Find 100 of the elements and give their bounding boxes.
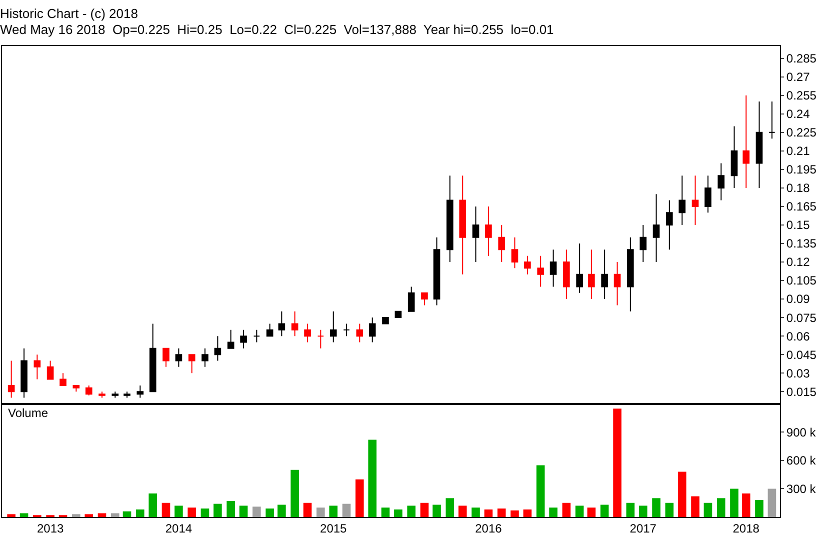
candlestick <box>730 126 738 188</box>
candlestick <box>756 101 763 188</box>
bar <box>239 506 248 517</box>
bar <box>290 470 299 517</box>
y-tick-label: 0.06 <box>786 329 810 344</box>
candlestick <box>175 348 182 368</box>
candlestick <box>98 391 106 398</box>
candlestick <box>601 249 608 300</box>
chart-title: Volume <box>8 406 48 420</box>
bar <box>420 502 429 517</box>
bar <box>174 506 183 517</box>
bar <box>394 509 402 517</box>
bar <box>730 488 738 517</box>
y-tick-label: 600 k <box>786 454 817 468</box>
candlestick <box>498 224 505 263</box>
bar <box>214 504 222 517</box>
candlestick <box>227 329 234 349</box>
candlestick <box>330 310 337 343</box>
bar <box>407 506 416 517</box>
bar <box>600 504 609 517</box>
bar <box>446 498 454 517</box>
bar <box>536 465 545 517</box>
x-tick-label: 2015 <box>320 521 348 536</box>
candlestick <box>459 175 466 275</box>
candlestick <box>446 175 454 263</box>
candlestick <box>768 101 776 140</box>
candlestick <box>382 317 389 324</box>
candlestick <box>408 286 415 312</box>
bar <box>562 502 571 517</box>
bar <box>84 514 94 517</box>
candlestick <box>678 175 686 226</box>
x-tick-label: 2014 <box>165 521 192 536</box>
bar <box>226 500 235 517</box>
bar <box>626 502 635 517</box>
y-tick-label: 0.225 <box>786 126 817 140</box>
y-tick-label: 0.03 <box>786 366 810 380</box>
y-tick-label: 0.195 <box>786 162 817 177</box>
bar <box>587 508 596 517</box>
bar <box>136 509 144 517</box>
candlestick <box>614 262 621 306</box>
candlestick <box>149 323 156 392</box>
candlestick <box>742 94 750 188</box>
bar <box>523 509 532 517</box>
candlestick <box>588 249 595 300</box>
bar <box>678 472 686 517</box>
candlestick <box>368 317 376 343</box>
candlestick <box>718 162 725 201</box>
candlestick <box>304 323 311 343</box>
bar <box>691 496 700 517</box>
bar <box>472 508 480 517</box>
bar <box>303 502 312 517</box>
candlestick <box>317 329 324 349</box>
bar <box>355 479 364 517</box>
candlestick <box>124 391 130 398</box>
candlestick <box>627 236 634 312</box>
chart-title: Historic Chart - (c) 2018 <box>0 6 138 21</box>
bar <box>613 408 622 517</box>
y-tick-label: 0.09 <box>786 292 810 306</box>
candlestick <box>60 372 66 386</box>
y-tick-label: 0.255 <box>786 88 817 103</box>
bar <box>188 508 196 517</box>
bar <box>162 502 170 517</box>
bar <box>72 514 80 517</box>
y-tick-label: 0.105 <box>786 274 817 288</box>
candlestick <box>112 391 119 398</box>
candlestick <box>278 310 286 337</box>
y-tick-label: 0.21 <box>786 144 810 158</box>
candlestick <box>576 243 583 294</box>
candlestick <box>162 348 170 368</box>
candlestick <box>692 175 699 226</box>
candlestick <box>433 236 440 306</box>
candlestick <box>34 354 41 380</box>
bar <box>7 514 16 517</box>
y-tick-label: 300 k <box>786 482 817 496</box>
bar <box>652 498 660 517</box>
bar <box>316 508 325 517</box>
bar <box>638 506 648 517</box>
candlestick <box>188 354 196 374</box>
candlestick <box>563 249 570 300</box>
bar <box>381 508 390 517</box>
bar <box>510 510 519 517</box>
x-tick-label: 2017 <box>630 521 657 536</box>
candlestick <box>511 236 518 269</box>
candlestick <box>20 348 28 398</box>
y-tick-label: 0.135 <box>786 236 817 251</box>
candlestick <box>202 348 208 368</box>
bar <box>768 488 776 517</box>
candlestick <box>704 175 712 214</box>
chart-subtitle: Wed May 16 2018 Op=0.225 Hi=0.25 Lo=0.22 Cl=0.225 Vol=137,888 Year hi=0.255 lo=0.01 <box>0 22 554 37</box>
x-tick-label: 2013 <box>36 521 64 536</box>
candlestick <box>524 255 531 275</box>
y-tick-label: 0.075 <box>786 310 817 325</box>
bar <box>716 498 726 517</box>
y-tick-label: 0.165 <box>786 200 817 214</box>
candlestick <box>640 224 647 263</box>
bar <box>549 508 558 517</box>
candlestick <box>46 360 54 380</box>
candlestick <box>8 360 15 398</box>
bar <box>484 509 493 517</box>
bar <box>432 504 441 517</box>
